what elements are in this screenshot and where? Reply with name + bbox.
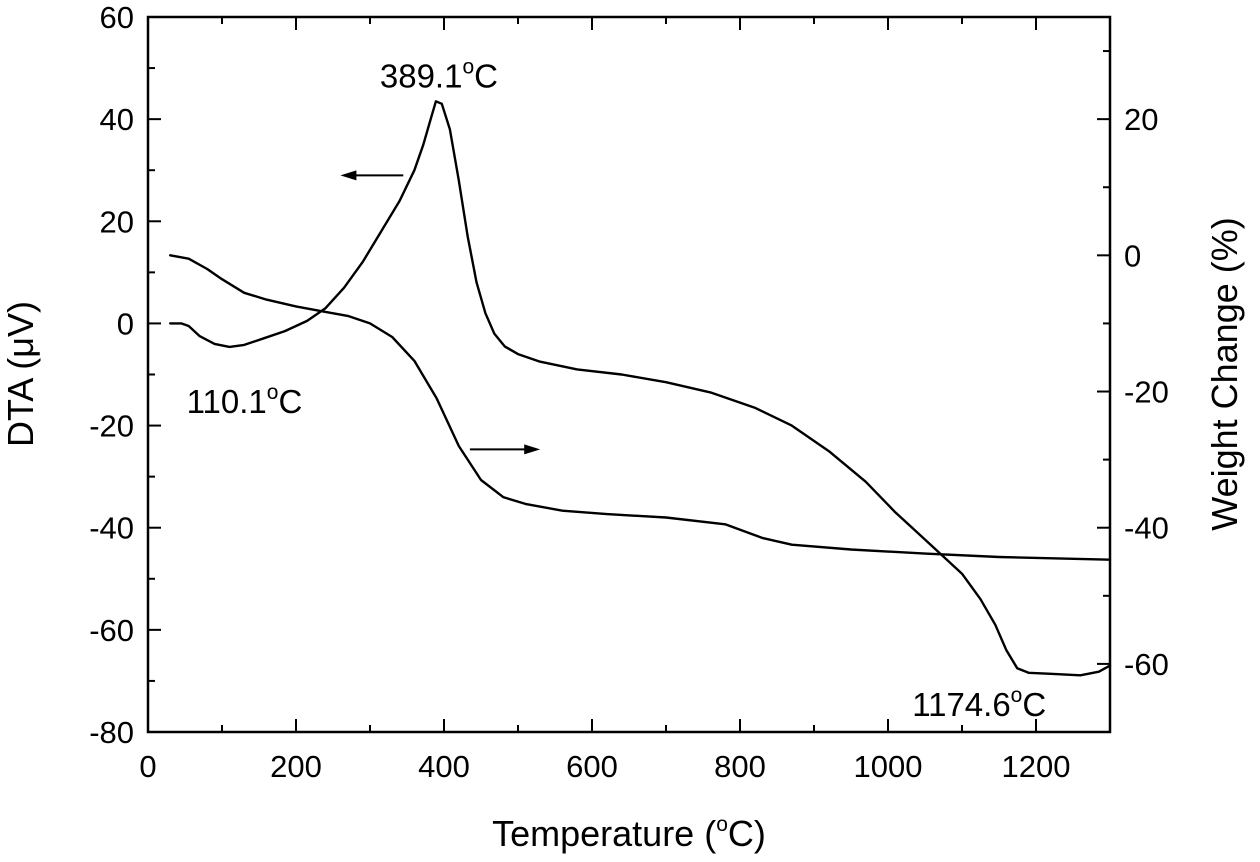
y-left-tick-label: 20 — [100, 204, 134, 239]
y-left-tick-label: 40 — [100, 102, 134, 137]
x-axis-title-main: Temperature ( — [492, 813, 716, 854]
peak-annotation-degree: o — [267, 381, 279, 404]
y-left-tick-label: -80 — [89, 715, 134, 750]
y-right-tick-label: 20 — [1124, 102, 1158, 137]
x-axis-title-tail: C) — [728, 813, 766, 854]
peak-annotation: 1174.6oC — [912, 684, 1046, 723]
y-left-tick-label: -60 — [89, 613, 134, 648]
y-axis-left-title: DTA (μV) — [0, 301, 41, 447]
y-axis-right-title: Weight Change (%) — [1204, 217, 1245, 531]
series-line-weight-change — [168, 254, 1112, 561]
y-left-tick-label: -40 — [89, 511, 134, 546]
peak-annotation-unit: C — [278, 383, 302, 420]
x-tick-label: 0 — [139, 749, 156, 784]
peak-annotation-unit: C — [1022, 686, 1046, 723]
x-axis-title: Temperature (oC) — [492, 813, 766, 854]
y-left-tick-label: 0 — [117, 306, 134, 341]
peak-annotation: 389.1oC — [380, 55, 498, 94]
arrow-head — [524, 444, 541, 455]
x-tick-label: 200 — [270, 749, 322, 784]
ticks-layer: 0 200 400 600 800 1000 1200-80-60-40-200204060… — [89, 0, 1169, 784]
peak-annotation-degree: o — [1011, 684, 1023, 707]
x-axis-title-sup: o — [716, 813, 728, 836]
peak-annotation-value: 1174.6 — [912, 686, 1010, 723]
arrows-layer — [340, 170, 541, 455]
x-tick-label: 600 — [566, 749, 618, 784]
y-right-tick-label: 0 — [1124, 238, 1141, 273]
y-left-tick-label: 60 — [100, 0, 134, 35]
y-right-tick-label: -20 — [1124, 375, 1169, 410]
y-right-tick-label: -40 — [1124, 511, 1169, 546]
x-tick-label: 400 — [418, 749, 470, 784]
arrow-weight-axis — [469, 444, 541, 455]
y-right-tick-label: -60 — [1124, 647, 1169, 682]
peak-annotation: 110.1oC — [187, 381, 303, 420]
arrow-DTA-axis — [340, 170, 404, 181]
x-tick-label: 1200 — [1002, 749, 1071, 784]
series-line-dta — [168, 100, 1112, 677]
peak-annotation-unit: C — [474, 57, 498, 94]
arrow-head — [340, 170, 357, 181]
y-left-tick-label: -20 — [89, 409, 134, 444]
peak-annotation-degree: o — [462, 55, 474, 78]
x-tick-label: 800 — [714, 749, 766, 784]
plot-frame — [146, 15, 1112, 734]
x-tick-label: 1000 — [854, 749, 923, 784]
series-layer — [168, 100, 1112, 677]
peak-annotation-value: 389.1 — [380, 57, 463, 94]
peak-annotation-value: 110.1 — [187, 383, 267, 420]
